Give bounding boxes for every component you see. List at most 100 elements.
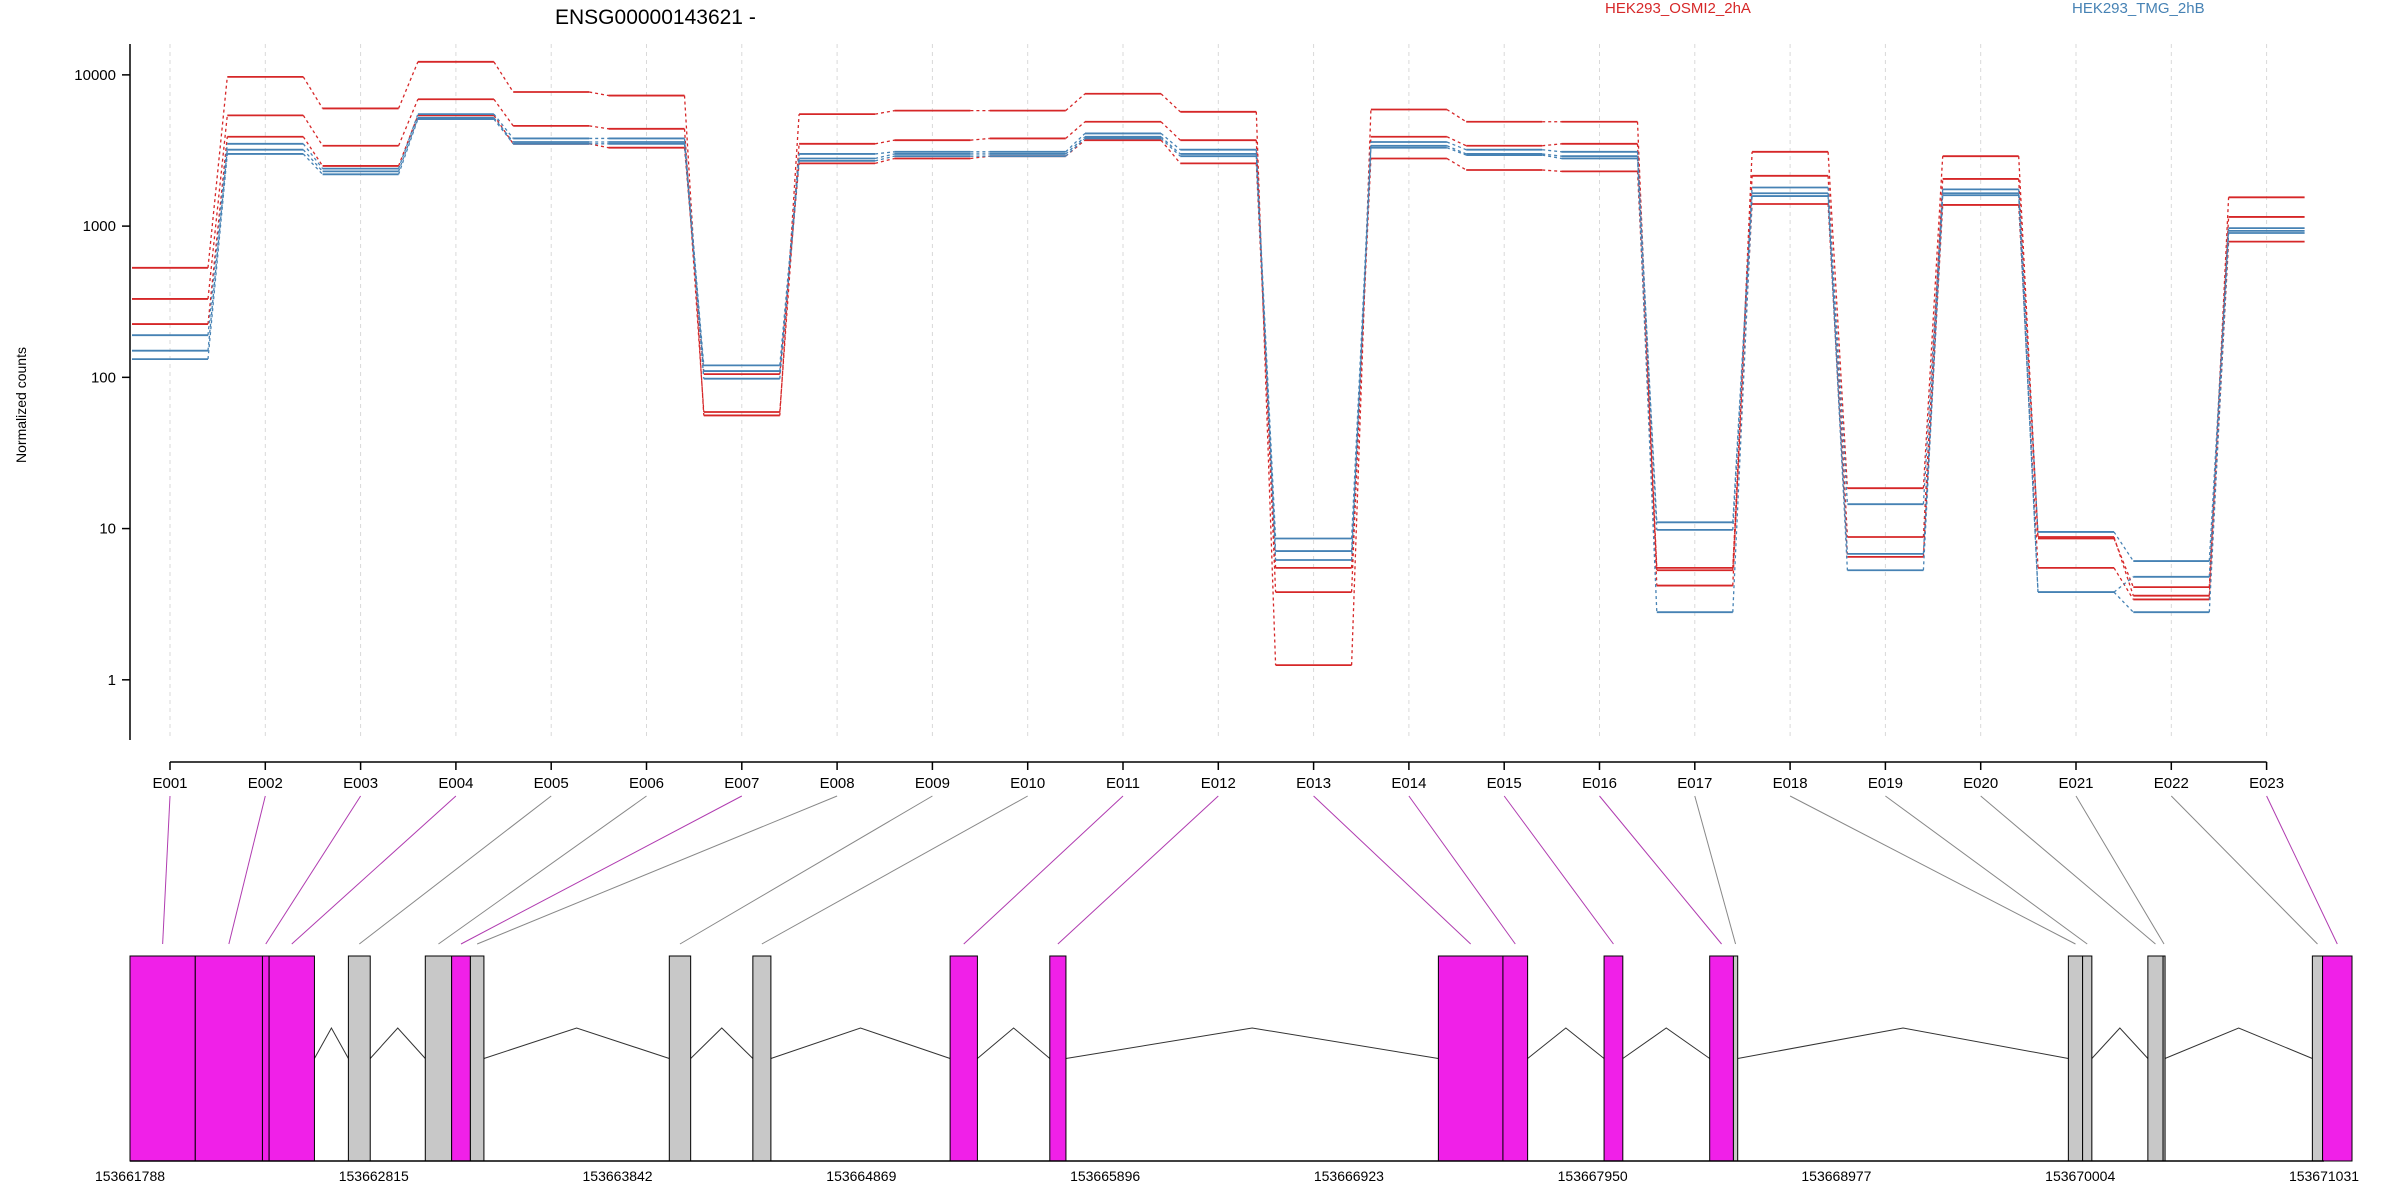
data-connector	[1160, 137, 1181, 157]
data-connector	[589, 125, 609, 130]
exon-box	[2067, 955, 2084, 1162]
data-connector	[1922, 189, 1944, 505]
exon-connectors	[162, 795, 2338, 945]
series-lines	[132, 60, 2305, 667]
gene-model	[129, 955, 2353, 1162]
exon-connector	[1503, 795, 1614, 945]
series-line	[132, 118, 2305, 614]
data-connector	[1160, 139, 1181, 164]
exon-connector	[1694, 795, 1737, 945]
data-connector	[2208, 228, 2230, 562]
y-tick-label: 1	[108, 672, 116, 689]
data-connector	[1732, 187, 1753, 523]
exon-connector	[228, 795, 266, 945]
data-connector	[1542, 169, 1562, 173]
data-connector	[1065, 132, 1086, 153]
data-connector	[1636, 143, 1658, 568]
exon-connector	[1599, 795, 1722, 945]
data-connector	[207, 153, 228, 360]
exon-box	[949, 955, 978, 1162]
coord-tick-label: 153662815	[339, 1168, 409, 1184]
coord-tick-label: 153667950	[1558, 1168, 1628, 1184]
exon-box	[2162, 955, 2166, 1162]
exon-connector	[761, 795, 1028, 945]
x-tick-label: E020	[1963, 775, 1998, 792]
data-connector	[207, 76, 228, 268]
x-tick-label: E004	[438, 775, 473, 792]
data-connector	[1542, 143, 1562, 147]
intron-line	[690, 1027, 754, 1059]
exon-box	[668, 955, 692, 1162]
exon-connector	[963, 795, 1124, 945]
coord-tick-label: 153670004	[2045, 1168, 2115, 1184]
exon-box	[1603, 955, 1624, 1162]
x-tick-label: E002	[248, 775, 283, 792]
data-connector	[874, 110, 895, 115]
intron-line	[770, 1027, 951, 1059]
data-connector	[1827, 193, 1849, 554]
exon-box	[1502, 955, 1529, 1162]
data-connector	[1732, 196, 1753, 613]
x-tick-label: E018	[1773, 775, 1808, 792]
data-connector	[302, 76, 324, 109]
x-tick-label: E011	[1106, 775, 1140, 792]
intron-line	[313, 1026, 349, 1059]
x-tick-label: E022	[2154, 775, 2189, 792]
x-tick-label: E023	[2249, 775, 2284, 792]
coord-tick-label: 153666923	[1314, 1168, 1384, 1184]
x-tick-label: E015	[1487, 775, 1522, 792]
data-connector	[1446, 147, 1467, 156]
exon-box	[2147, 955, 2164, 1162]
data-connector	[1255, 156, 1277, 561]
data-connector	[2208, 232, 2230, 613]
x-tick-label: E019	[1868, 775, 1903, 792]
genomic-coordinate-axis: 153661788 153662815 153663842 153664869 1536…	[95, 1160, 2359, 1184]
data-connector	[397, 113, 419, 169]
intron-line	[977, 1027, 1051, 1059]
x-tick-label: E001	[152, 775, 187, 792]
x-tick-label: E007	[724, 775, 759, 792]
data-connector	[2113, 576, 2134, 593]
exon-connector	[1313, 795, 1472, 945]
data-connector	[683, 128, 705, 413]
x-tick-label: E012	[1201, 775, 1236, 792]
data-connector	[493, 117, 514, 143]
exon-box	[451, 955, 471, 1162]
y-tick-label: 10000	[74, 67, 116, 84]
exon-box	[129, 955, 196, 1162]
data-connector	[1350, 145, 1372, 552]
data-connector	[970, 137, 990, 141]
data-connector	[875, 151, 895, 155]
exon-connector	[1980, 795, 2156, 945]
exon-box	[2082, 955, 2093, 1162]
data-connector	[397, 61, 419, 109]
exon-connector	[1789, 795, 2076, 945]
intron-line	[1527, 1027, 1605, 1059]
y-tick-label: 10	[99, 521, 116, 538]
data-connector	[1160, 136, 1181, 155]
x-tick-label: E010	[1010, 775, 1045, 792]
data-connector	[207, 136, 228, 325]
data-connector	[397, 118, 419, 175]
exon-box	[1049, 955, 1067, 1162]
data-connector	[1160, 132, 1181, 151]
y-tick-label: 100	[91, 369, 116, 386]
data-connector	[493, 118, 514, 145]
exon-connector	[2266, 795, 2338, 945]
intron-line	[1622, 1027, 1710, 1059]
exon-box	[194, 955, 263, 1162]
y-axis-label: Normalized counts	[13, 347, 29, 463]
intron-line	[1065, 1027, 1439, 1059]
intron-line	[1737, 1027, 2069, 1059]
data-connector	[1922, 195, 1944, 571]
legend-entry-tmg: HEK293_TMG_2hB	[2072, 0, 2205, 17]
y-tick-label: 1000	[83, 218, 116, 235]
x-tick-label: E016	[1582, 775, 1617, 792]
exon-box	[469, 955, 485, 1162]
chart-title: ENSG00000143621 -	[555, 6, 756, 29]
exon-connector	[358, 795, 552, 945]
data-connector	[302, 143, 324, 170]
data-connector	[1446, 157, 1467, 171]
data-connector	[1350, 109, 1372, 666]
